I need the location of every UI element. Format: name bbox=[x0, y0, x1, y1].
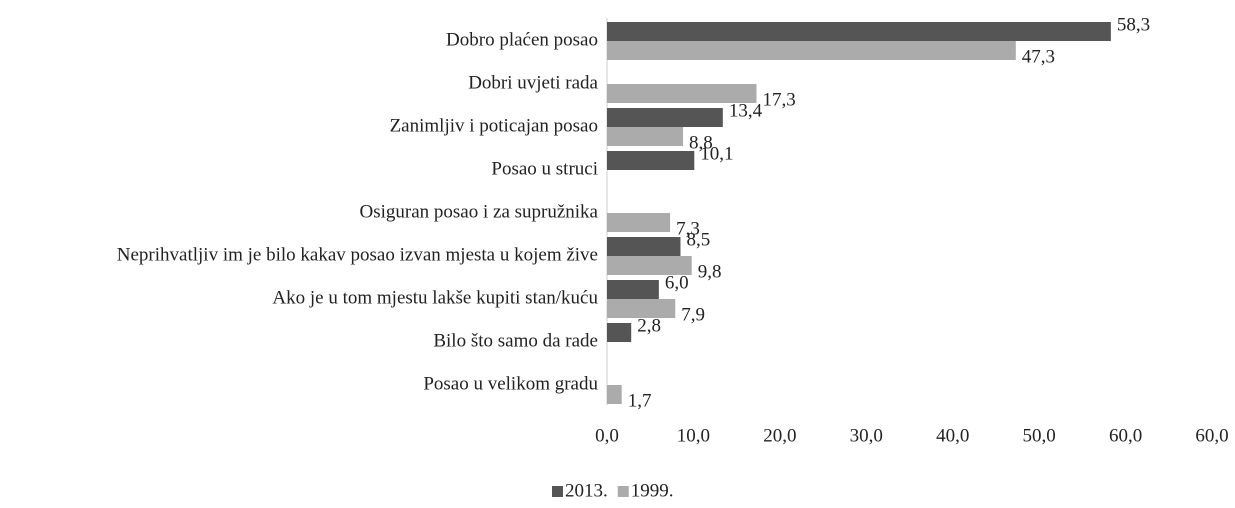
x-tick-label: 60,0 bbox=[1195, 425, 1228, 446]
value-label: 7,3 bbox=[676, 218, 700, 239]
bar bbox=[607, 151, 695, 170]
category-label: Neprihvatljiv im je bilo kakav posao izv… bbox=[117, 244, 598, 265]
bar bbox=[607, 299, 676, 318]
value-label: 6,0 bbox=[665, 272, 689, 293]
legend-label: 2013. bbox=[565, 480, 608, 501]
x-tick-label: 0,0 bbox=[595, 425, 619, 446]
value-label: 17,3 bbox=[763, 89, 796, 110]
x-tick-label: 60,0 bbox=[1109, 425, 1142, 446]
value-label: 2,8 bbox=[637, 315, 661, 336]
value-label: 13,4 bbox=[729, 100, 763, 121]
value-label: 8,8 bbox=[689, 132, 713, 153]
bar bbox=[607, 280, 659, 299]
category-label: Dobri uvjeti rada bbox=[468, 72, 598, 93]
category-label: Bilo što samo da rade bbox=[433, 330, 598, 351]
bar bbox=[607, 127, 684, 146]
value-label: 8,5 bbox=[686, 229, 710, 250]
legend-swatch bbox=[552, 486, 563, 497]
bar bbox=[607, 22, 1111, 41]
value-label: 58,3 bbox=[1117, 14, 1150, 35]
bar bbox=[607, 323, 632, 342]
legend-label: 1999. bbox=[631, 480, 674, 501]
category-label: Dobro plaćen posao bbox=[446, 29, 598, 50]
category-label: Posao u velikom gradu bbox=[423, 373, 598, 394]
value-label: 7,9 bbox=[681, 304, 705, 325]
bar bbox=[607, 84, 757, 103]
category-label: Zanimljiv i poticajan posao bbox=[390, 115, 598, 136]
value-label: 47,3 bbox=[1022, 46, 1055, 67]
bar bbox=[607, 108, 723, 127]
bar bbox=[607, 256, 692, 275]
category-label: Ako je u tom mjestu lakše kupiti stan/ku… bbox=[272, 287, 598, 308]
bar bbox=[607, 237, 681, 256]
x-tick-label: 40,0 bbox=[936, 425, 969, 446]
value-label: 10,1 bbox=[700, 143, 733, 164]
legend-swatch bbox=[617, 486, 629, 497]
x-tick-label: 20,0 bbox=[763, 425, 796, 446]
x-tick-label: 30,0 bbox=[850, 425, 883, 446]
category-label: Posao u struci bbox=[491, 158, 598, 179]
x-tick-label: 50,0 bbox=[1023, 425, 1056, 446]
bar bbox=[607, 385, 622, 404]
x-tick-label: 10,0 bbox=[677, 425, 710, 446]
bar bbox=[607, 213, 671, 232]
bar bbox=[607, 41, 1016, 60]
value-label: 9,8 bbox=[698, 261, 722, 282]
value-label: 1,7 bbox=[628, 390, 652, 411]
category-label: Osiguran posao i za supružnika bbox=[360, 201, 599, 222]
